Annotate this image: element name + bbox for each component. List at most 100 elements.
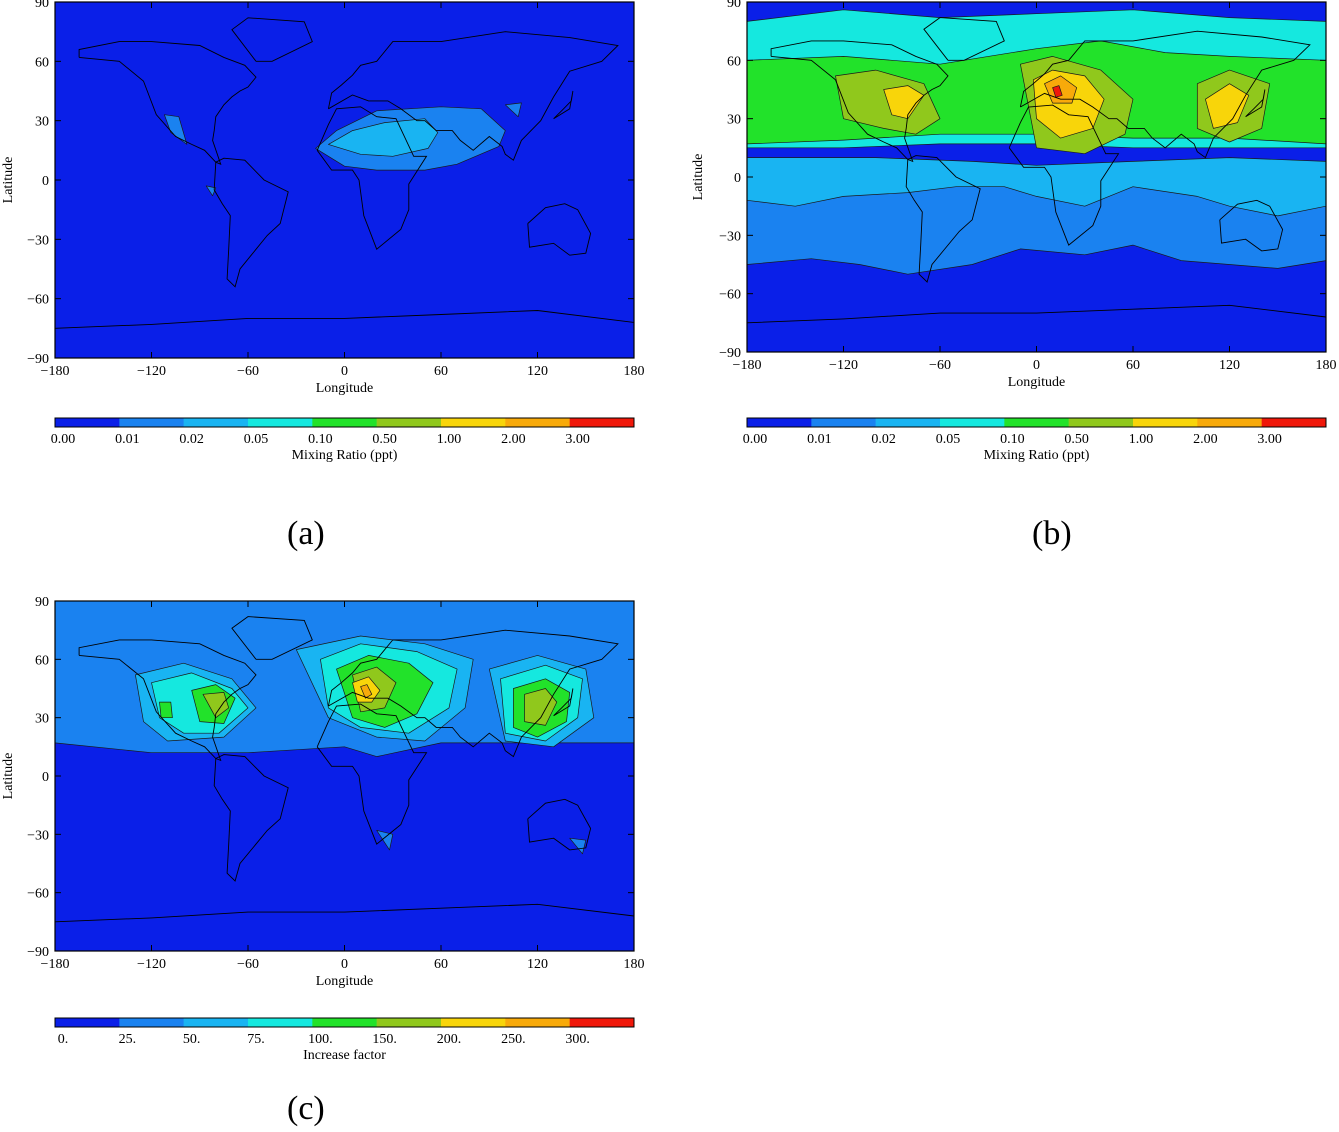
x-tick-label: 180 <box>624 957 645 972</box>
x-tick-label: 60 <box>434 957 448 972</box>
colorbar-tick-label: 250. <box>501 1032 526 1047</box>
colorbar-tick-label: 0.02 <box>871 432 896 447</box>
colorbar-tick-label: 0.05 <box>936 432 961 447</box>
colorbar-swatch <box>248 1018 313 1027</box>
colorbar-swatch <box>248 418 313 427</box>
x-tick-label: −180 <box>733 358 762 373</box>
coastline-2 <box>316 703 428 845</box>
colorbar-frame <box>54 417 635 428</box>
y-tick-label: −60 <box>27 293 49 308</box>
panel-label-a: (a) <box>287 515 325 552</box>
panel-b: −180 −120 −60 0 60 120 180 90 60 30 0 −30 −60 −90 Long… <box>690 0 1339 560</box>
colorbar-tick-label: 0.05 <box>244 432 269 447</box>
coastline-4 <box>527 798 592 851</box>
colorbar-swatch <box>569 1018 635 1027</box>
x-tick-label: 0 <box>341 364 348 379</box>
x-tick-label: 60 <box>434 364 448 379</box>
y-tick-label: 90 <box>727 0 741 11</box>
coastline-3 <box>1019 30 1311 159</box>
contour-region-12 <box>159 701 173 719</box>
panel-label-c: (c) <box>287 1090 325 1127</box>
colorbar-swatch <box>747 418 812 427</box>
colorbar-tick-label: 0.50 <box>1064 432 1089 447</box>
colorbar-swatch <box>312 1018 377 1027</box>
y-tick-label: 0 <box>734 171 741 186</box>
y-tick-label: −90 <box>27 352 49 367</box>
x-tick-label: 0 <box>341 957 348 972</box>
colorbar-swatch <box>376 418 442 427</box>
colorbar-swatch <box>376 1018 442 1027</box>
x-tick-label: −60 <box>929 358 951 373</box>
colorbar-label: Mixing Ratio (ppt) <box>292 448 398 463</box>
coastline-6 <box>923 17 1005 61</box>
colorbar-tick-label: 25. <box>119 1032 137 1047</box>
coastline-5 <box>55 903 634 923</box>
colorbar-tick-label: 0.00 <box>743 432 768 447</box>
colorbar-swatch <box>505 1018 570 1027</box>
colorbar-tick-label: 0.10 <box>308 432 333 447</box>
colorbar-swatch <box>569 418 635 427</box>
y-tick-label: 30 <box>727 113 741 128</box>
colorbar-swatch <box>183 1018 249 1027</box>
y-tick-label: 30 <box>35 712 49 727</box>
x-tick-label: 120 <box>1219 358 1240 373</box>
chart-c: −180 −120 −60 0 60 120 180 90 60 30 0 −30 −60 −90 Long… <box>1 595 645 1063</box>
coastline-7 <box>1245 89 1266 118</box>
colorbar-swatch <box>940 418 1005 427</box>
chart-b: −180 −120 −60 0 60 120 180 90 60 30 0 −30 −60 −90 Long… <box>691 0 1337 463</box>
y-tick-label: −30 <box>27 233 49 248</box>
colorbar-swatch <box>119 1018 184 1027</box>
coastline-1 <box>213 754 289 882</box>
colorbar-frame <box>746 417 1327 428</box>
y-axis-label: Latitude <box>1 753 16 800</box>
colorbar-swatch <box>55 1018 120 1027</box>
contour-region-9 <box>1205 83 1250 129</box>
contour-region-15 <box>524 688 558 726</box>
colorbar-tick-label: 200. <box>437 1032 462 1047</box>
contour-region-2 <box>569 837 587 855</box>
colorbar-tick-label: 2.00 <box>1193 432 1218 447</box>
contour-region-7 <box>883 85 925 120</box>
y-tick-label: 90 <box>35 595 49 610</box>
x-tick-label: −120 <box>137 957 166 972</box>
chart-a: −180 −120 −60 0 60 120 180 90 60 30 0 −30 −60 −90 Long… <box>1 0 645 463</box>
coastline-3 <box>327 629 619 758</box>
y-tick-label: −90 <box>719 346 741 361</box>
x-tick-label: 60 <box>1126 358 1140 373</box>
contour-region-17 <box>360 684 373 699</box>
x-tick-label: 120 <box>527 957 548 972</box>
coastline-7 <box>553 688 574 717</box>
contour-region-4 <box>328 118 439 157</box>
coastline-5 <box>747 304 1326 324</box>
contour-region-1 <box>164 114 188 145</box>
y-tick-label: 60 <box>727 54 741 69</box>
contour-region-1 <box>376 830 394 851</box>
coastline-3 <box>327 31 619 161</box>
x-tick-label: 180 <box>1316 358 1337 373</box>
colorbar-tick-label: 0.01 <box>115 432 140 447</box>
coastline-6 <box>231 17 313 62</box>
y-axis-label: Latitude <box>691 154 706 201</box>
colorbar-tick-label: 2.00 <box>501 432 526 447</box>
colorbar-tick-label: 100. <box>308 1032 333 1047</box>
colorbar-swatch <box>312 418 377 427</box>
colorbar-tick-label: 0.02 <box>179 432 204 447</box>
x-tick-label: −60 <box>237 364 259 379</box>
colorbar-tick-label: 0.00 <box>51 432 76 447</box>
colorbar-tick-label: 1.00 <box>1129 432 1154 447</box>
colorbar-swatch <box>1197 418 1262 427</box>
coastline-1 <box>213 157 289 288</box>
panel-a: −180 −120 −60 0 60 120 180 90 60 30 0 −30 −60 −90 Long… <box>0 0 660 560</box>
y-tick-label: −60 <box>719 288 741 303</box>
coastline-0 <box>770 40 949 163</box>
colorbar-tick-label: 3.00 <box>565 432 590 447</box>
x-tick-label: −60 <box>237 957 259 972</box>
coastline-1 <box>905 155 981 283</box>
colorbar-tick-label: 0.50 <box>372 432 397 447</box>
colorbar-swatch <box>811 418 876 427</box>
colorbar-swatch <box>1261 418 1327 427</box>
map-background <box>55 2 634 358</box>
x-tick-label: −180 <box>41 957 70 972</box>
coastline-6 <box>231 616 313 660</box>
y-tick-label: 60 <box>35 55 49 70</box>
